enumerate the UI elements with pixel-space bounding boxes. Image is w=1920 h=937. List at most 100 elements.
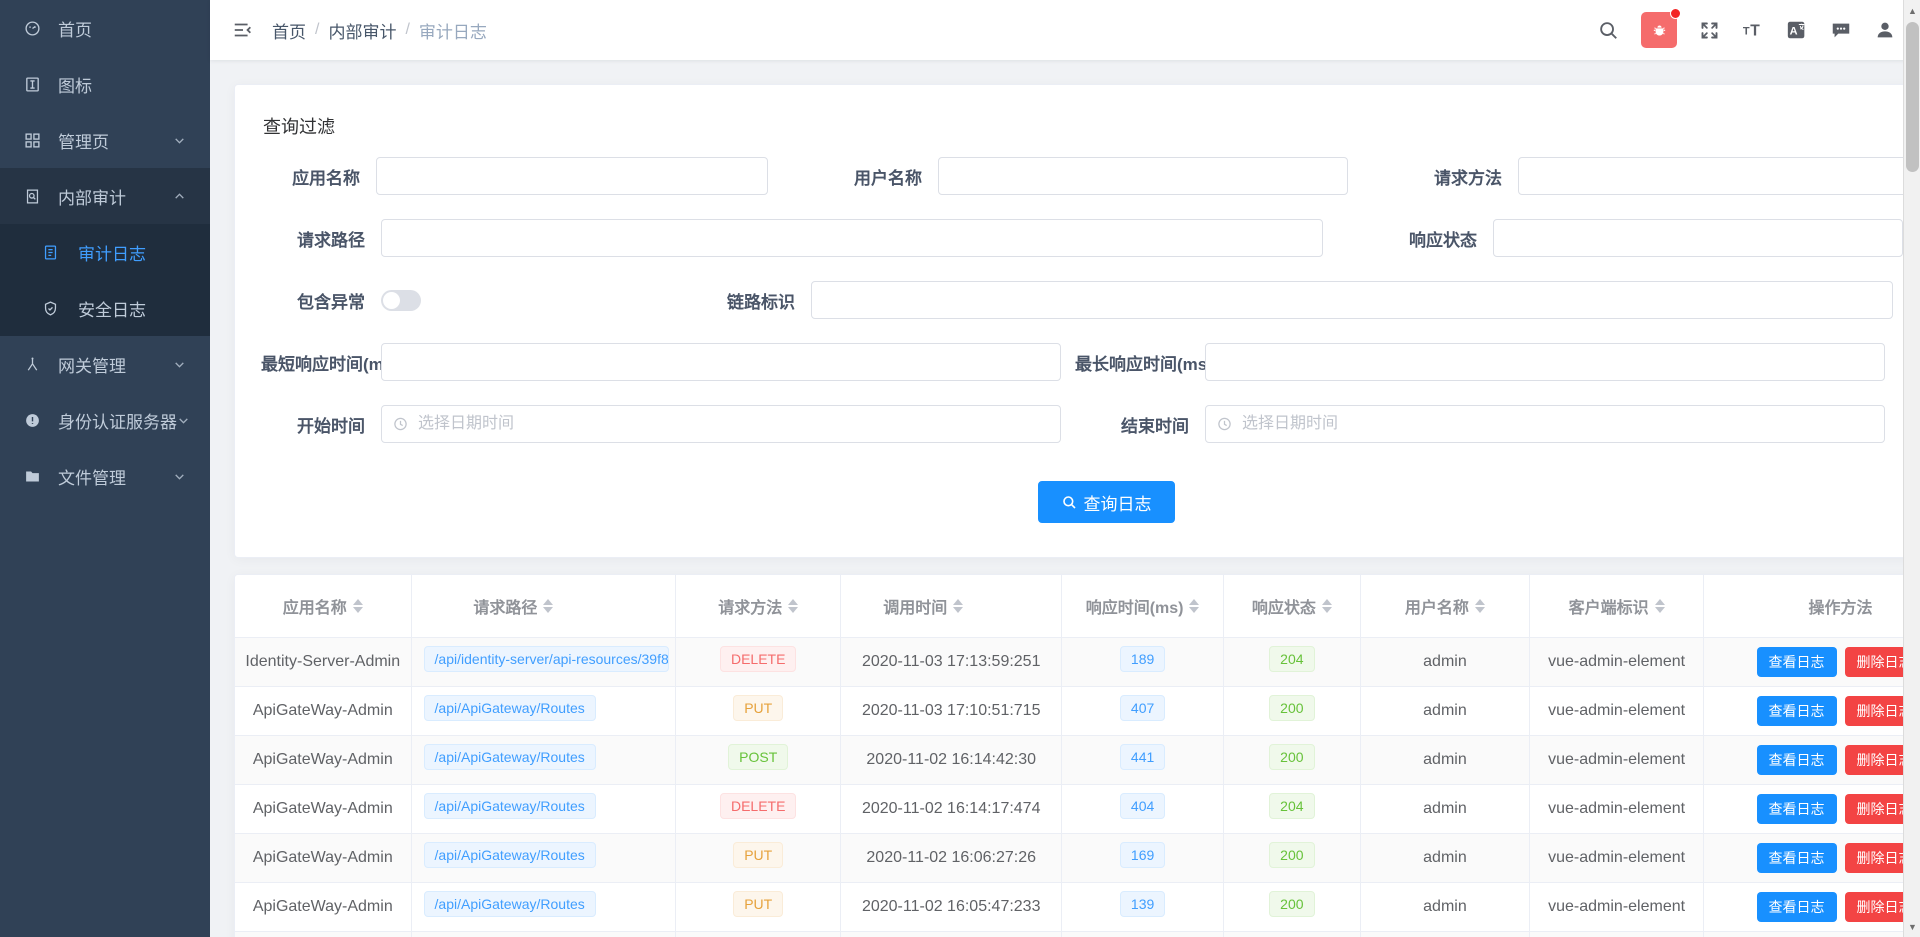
breadcrumb: 首页 / 内部审计 / 审计日志 — [272, 18, 487, 43]
query-log-button[interactable]: 查询日志 — [1037, 481, 1175, 523]
chevron-down-icon — [173, 470, 186, 483]
breadcrumb-separator: / — [315, 21, 320, 38]
start-time-picker[interactable] — [381, 405, 1061, 443]
request-path-tag: /api/ApiGateway/Routes — [423, 695, 596, 721]
start-time-input[interactable] — [381, 405, 1061, 443]
breadcrumb-item-home[interactable]: 首页 — [272, 22, 306, 42]
sort-icon[interactable] — [543, 598, 554, 613]
cell-call-time: 2020-11-02 16:14:17:474 — [840, 784, 1063, 834]
field-start-time: 开始时间 — [261, 405, 1061, 443]
status-tag: 204 — [1269, 646, 1315, 672]
min-duration-input[interactable] — [381, 343, 1061, 381]
view-log-button[interactable]: 查看日志 — [1756, 695, 1837, 726]
sort-icon[interactable] — [1189, 598, 1200, 613]
cell-user-name: admin — [1360, 882, 1531, 932]
sidebar-subitem-label: 安全日志 — [78, 300, 146, 320]
response-status-input[interactable] — [1493, 219, 1903, 257]
sidebar-item-gateway[interactable]: 网关管理 — [0, 336, 210, 392]
max-duration-input[interactable] — [1205, 343, 1885, 381]
http-method-input[interactable] — [1518, 157, 1920, 195]
column-header-request-path[interactable]: 请求路径 — [411, 575, 677, 638]
duration-tag: 404 — [1119, 793, 1166, 819]
scrollbar-thumb[interactable] — [1906, 22, 1919, 172]
table-row[interactable]: ApiGateWay-Admin/api/ApiGateway/Routes DE… — [235, 784, 1920, 834]
sort-icon[interactable] — [352, 598, 363, 613]
sort-icon[interactable] — [1654, 598, 1665, 613]
chat-icon[interactable] — [1830, 19, 1852, 41]
table-row[interactable]: Identity-Server-Admin/api/identity-serve… — [235, 637, 1920, 687]
column-header-status[interactable]: 响应状态 — [1223, 575, 1361, 638]
column-header-user-name[interactable]: 用户名称 — [1360, 575, 1531, 638]
cell-operations: 查看日志删除日志 — [1703, 637, 1920, 687]
filter-panel: 查询过滤 应用名称 用户名称 请求方法 — [234, 84, 1920, 558]
field-label: 请求路径 — [297, 230, 365, 250]
sort-icon[interactable] — [1474, 598, 1485, 613]
cell-user-name: admin — [1360, 686, 1531, 736]
sort-icon[interactable] — [1321, 598, 1332, 613]
column-header-app-name[interactable]: 应用名称 — [235, 575, 412, 638]
clock-icon — [1217, 417, 1232, 432]
sort-icon[interactable] — [788, 598, 799, 613]
sidebar-item-home[interactable]: 首页 — [0, 0, 210, 56]
view-log-button[interactable]: 查看日志 — [1756, 842, 1837, 873]
breadcrumb-separator: / — [405, 21, 410, 38]
column-header-duration[interactable]: 响应时间(ms) — [1061, 575, 1224, 638]
translate-icon[interactable]: A — [1786, 19, 1808, 41]
cell-request-path: /api/identity-server/api-resources/39f82… — [411, 637, 677, 687]
sidebar-item-audit-log[interactable]: 审计日志 — [0, 224, 210, 280]
view-log-button[interactable]: 查看日志 — [1756, 646, 1837, 677]
sidebar-item-security-log[interactable]: 安全日志 — [0, 280, 210, 336]
scroll-up-arrow-icon[interactable]: ▲ — [1908, 5, 1917, 16]
column-header-http-method[interactable]: 请求方法 — [675, 575, 842, 638]
end-time-picker[interactable] — [1205, 405, 1885, 443]
user-name-input[interactable] — [938, 157, 1348, 195]
cell-request-path: /api/ApiGateway/Routes — [411, 882, 677, 932]
table-row[interactable]: ApiGateWay-Admin/api/ApiGateway/RoutesPU… — [235, 931, 1920, 937]
correlation-id-input[interactable] — [811, 281, 1893, 319]
page-scrollbar[interactable]: ▲ ▼ — [1903, 0, 1920, 937]
column-header-client-id[interactable]: 客户端标识 — [1529, 575, 1705, 638]
cell-request-path: /api/ApiGateway/Routes — [411, 686, 677, 736]
app-name-input[interactable] — [376, 157, 768, 195]
view-log-button[interactable]: 查看日志 — [1756, 793, 1837, 824]
duration-tag: 169 — [1119, 842, 1166, 868]
sidebar-toggle-icon[interactable] — [210, 19, 272, 41]
fullscreen-icon[interactable] — [1699, 20, 1720, 41]
font-size-icon[interactable]: T T — [1742, 19, 1764, 41]
sidebar-item-internal-audit[interactable]: 内部审计 — [0, 168, 210, 224]
end-time-input[interactable] — [1205, 405, 1885, 443]
breadcrumb-item-internal-audit[interactable]: 内部审计 — [328, 22, 397, 42]
cell-operations: 查看日志删除日志 — [1703, 686, 1920, 736]
cell-app-name: ApiGateWay-Admin — [235, 686, 412, 736]
chevron-down-icon — [177, 414, 190, 427]
page-content: 查询过滤 应用名称 用户名称 请求方法 — [210, 60, 1920, 937]
cell-http-method: PUT — [675, 882, 842, 932]
svg-text:T: T — [1751, 23, 1761, 40]
cell-status: 200 — [1223, 735, 1361, 785]
cell-operations: 查看日志删除日志 — [1703, 882, 1920, 932]
view-log-button[interactable]: 查看日志 — [1756, 744, 1837, 775]
sidebar-item-identity-server[interactable]: 身份认证服务器 — [0, 392, 210, 448]
view-log-button[interactable]: 查看日志 — [1756, 891, 1837, 922]
column-header-call-time[interactable]: 调用时间 — [840, 575, 1063, 638]
request-path-input[interactable] — [381, 219, 1323, 257]
table-row[interactable]: ApiGateWay-Admin/api/ApiGateway/Routes PO… — [235, 735, 1920, 785]
field-response-status: 响应状态 — [1373, 219, 1903, 257]
sort-icon[interactable] — [953, 598, 964, 613]
sidebar-item-icons[interactable]: 图标 — [0, 56, 210, 112]
cell-client-id: vue-admin-element — [1529, 686, 1705, 736]
sidebar-item-admin-pages[interactable]: 管理页 — [0, 112, 210, 168]
search-icon[interactable] — [1597, 19, 1619, 41]
scroll-down-arrow-icon[interactable]: ▼ — [1908, 921, 1917, 932]
column-label: 操作方法 — [1808, 599, 1873, 617]
log-table: 应用名称 请求路径 请求方法 调用时间 响应时间(ms) 响应状态 用户名称 客… — [235, 575, 1920, 937]
has-exception-toggle[interactable] — [381, 289, 421, 311]
cell-call-time: 2020-11-02 16:06:27:26 — [840, 833, 1063, 883]
gateway-icon — [24, 356, 50, 373]
bug-icon[interactable] — [1641, 8, 1682, 48]
sidebar-item-file-management[interactable]: 文件管理 — [0, 448, 210, 504]
